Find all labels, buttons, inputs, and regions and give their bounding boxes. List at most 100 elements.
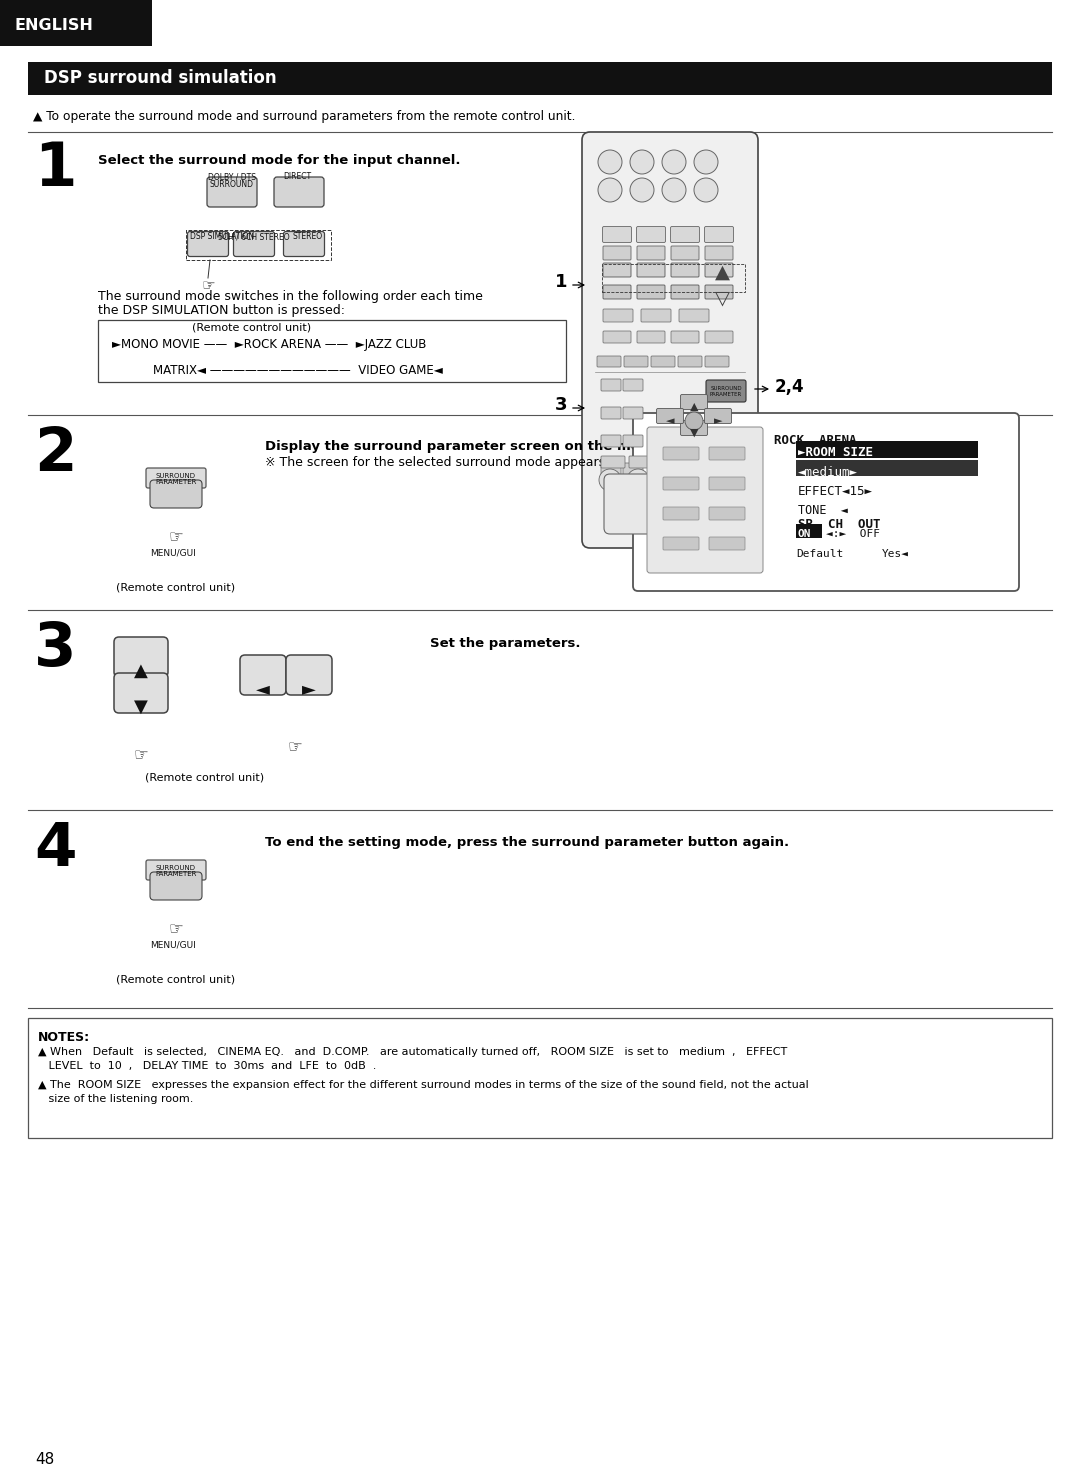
FancyBboxPatch shape <box>680 420 707 436</box>
Text: Display the surround parameter screen on the monitor.: Display the surround parameter screen on… <box>265 440 679 454</box>
FancyBboxPatch shape <box>663 507 699 520</box>
FancyBboxPatch shape <box>146 860 206 879</box>
Text: ▲: ▲ <box>690 402 699 412</box>
Text: 4: 4 <box>33 820 77 879</box>
FancyBboxPatch shape <box>708 446 745 460</box>
Text: ☞: ☞ <box>168 921 184 938</box>
Text: ▽: ▽ <box>715 289 729 306</box>
FancyBboxPatch shape <box>671 284 699 299</box>
Text: ◄: ◄ <box>665 415 674 426</box>
Circle shape <box>630 178 654 202</box>
FancyBboxPatch shape <box>623 379 643 390</box>
FancyBboxPatch shape <box>680 395 707 409</box>
FancyBboxPatch shape <box>708 477 745 491</box>
Text: Yes◄: Yes◄ <box>882 549 909 558</box>
FancyBboxPatch shape <box>657 408 684 424</box>
Text: MENU/GUI: MENU/GUI <box>150 548 195 557</box>
FancyBboxPatch shape <box>642 309 671 323</box>
Bar <box>602 264 745 292</box>
FancyBboxPatch shape <box>150 480 202 508</box>
Text: ►ROOM SIZE: ►ROOM SIZE <box>798 446 873 460</box>
FancyBboxPatch shape <box>603 227 632 243</box>
Text: (Remote control unit): (Remote control unit) <box>146 773 265 784</box>
Circle shape <box>627 468 649 491</box>
FancyBboxPatch shape <box>704 227 733 243</box>
FancyBboxPatch shape <box>240 655 286 695</box>
Text: PARAMETER: PARAMETER <box>156 871 197 876</box>
Text: PARAMETER: PARAMETER <box>156 479 197 485</box>
Bar <box>28 62 1052 94</box>
Circle shape <box>711 468 733 491</box>
FancyBboxPatch shape <box>637 331 665 343</box>
Circle shape <box>685 412 703 430</box>
Text: MENU/GUI: MENU/GUI <box>150 940 195 949</box>
Circle shape <box>694 178 718 202</box>
FancyBboxPatch shape <box>725 439 750 451</box>
Text: SURROUND: SURROUND <box>210 180 254 189</box>
Bar <box>186 230 330 261</box>
Text: TONE  ◄: TONE ◄ <box>798 504 848 517</box>
Text: LEVEL  to  10  ,   DELAY TIME  to  30ms  and  LFE  to  0dB  .: LEVEL to 10 , DELAY TIME to 30ms and LFE… <box>38 1061 376 1071</box>
Text: ENGLISH: ENGLISH <box>14 18 93 32</box>
Text: To end the setting mode, press the surround parameter button again.: To end the setting mode, press the surro… <box>265 837 789 848</box>
Text: DSP surround simulation: DSP surround simulation <box>44 69 276 87</box>
FancyBboxPatch shape <box>600 457 625 468</box>
FancyBboxPatch shape <box>637 264 665 277</box>
FancyBboxPatch shape <box>603 246 631 261</box>
FancyBboxPatch shape <box>679 309 708 323</box>
Bar <box>796 524 822 538</box>
Text: (Remote control unit): (Remote control unit) <box>117 975 235 985</box>
Text: ◄: ◄ <box>256 681 270 698</box>
Text: ☞: ☞ <box>134 745 148 764</box>
Text: Select the surround mode for the input channel.: Select the surround mode for the input c… <box>98 155 460 166</box>
FancyBboxPatch shape <box>624 356 648 367</box>
Bar <box>796 460 978 476</box>
Text: ON: ON <box>798 529 811 539</box>
Text: Default: Default <box>796 549 843 558</box>
Text: ☞: ☞ <box>168 527 184 546</box>
Bar <box>28 1018 1052 1139</box>
FancyBboxPatch shape <box>623 463 643 474</box>
FancyBboxPatch shape <box>629 457 653 468</box>
Text: ☞: ☞ <box>201 278 215 293</box>
Circle shape <box>694 150 718 174</box>
Text: 3: 3 <box>554 396 567 414</box>
Text: 3: 3 <box>33 620 77 679</box>
FancyBboxPatch shape <box>708 538 745 549</box>
Bar <box>98 320 566 382</box>
FancyBboxPatch shape <box>623 407 643 418</box>
FancyBboxPatch shape <box>600 407 621 418</box>
FancyBboxPatch shape <box>150 872 202 900</box>
Text: ◄:►  OFF: ◄:► OFF <box>826 529 880 539</box>
Text: ▲: ▲ <box>715 264 729 281</box>
FancyBboxPatch shape <box>671 246 699 261</box>
Text: ※ The screen for the selected surround mode appears.: ※ The screen for the selected surround m… <box>265 457 609 468</box>
FancyBboxPatch shape <box>582 133 758 548</box>
FancyBboxPatch shape <box>704 408 731 424</box>
FancyBboxPatch shape <box>233 231 274 256</box>
Text: STEREO: STEREO <box>293 233 323 242</box>
Text: SURROUND: SURROUND <box>711 386 742 390</box>
Text: (Remote control unit): (Remote control unit) <box>192 323 311 331</box>
FancyBboxPatch shape <box>705 246 733 261</box>
Text: EFFECT◄15►: EFFECT◄15► <box>798 485 873 498</box>
FancyBboxPatch shape <box>603 331 631 343</box>
Text: 1: 1 <box>554 273 567 292</box>
FancyBboxPatch shape <box>637 284 665 299</box>
FancyBboxPatch shape <box>663 538 699 549</box>
Circle shape <box>630 150 654 174</box>
Text: ▼: ▼ <box>134 698 148 716</box>
FancyBboxPatch shape <box>637 246 665 261</box>
Text: size of the listening room.: size of the listening room. <box>38 1094 193 1103</box>
Text: DSP SIMULATION: DSP SIMULATION <box>190 233 254 242</box>
FancyBboxPatch shape <box>600 379 621 390</box>
FancyBboxPatch shape <box>283 231 324 256</box>
Circle shape <box>683 468 705 491</box>
FancyBboxPatch shape <box>671 227 700 243</box>
Text: ▲ To operate the surround mode and surround parameters from the remote control u: ▲ To operate the surround mode and surro… <box>33 110 576 124</box>
Text: DOLBY / DTS: DOLBY / DTS <box>208 172 256 181</box>
Bar <box>0 0 152 46</box>
FancyBboxPatch shape <box>657 457 681 468</box>
FancyBboxPatch shape <box>603 284 631 299</box>
FancyBboxPatch shape <box>633 412 1020 591</box>
